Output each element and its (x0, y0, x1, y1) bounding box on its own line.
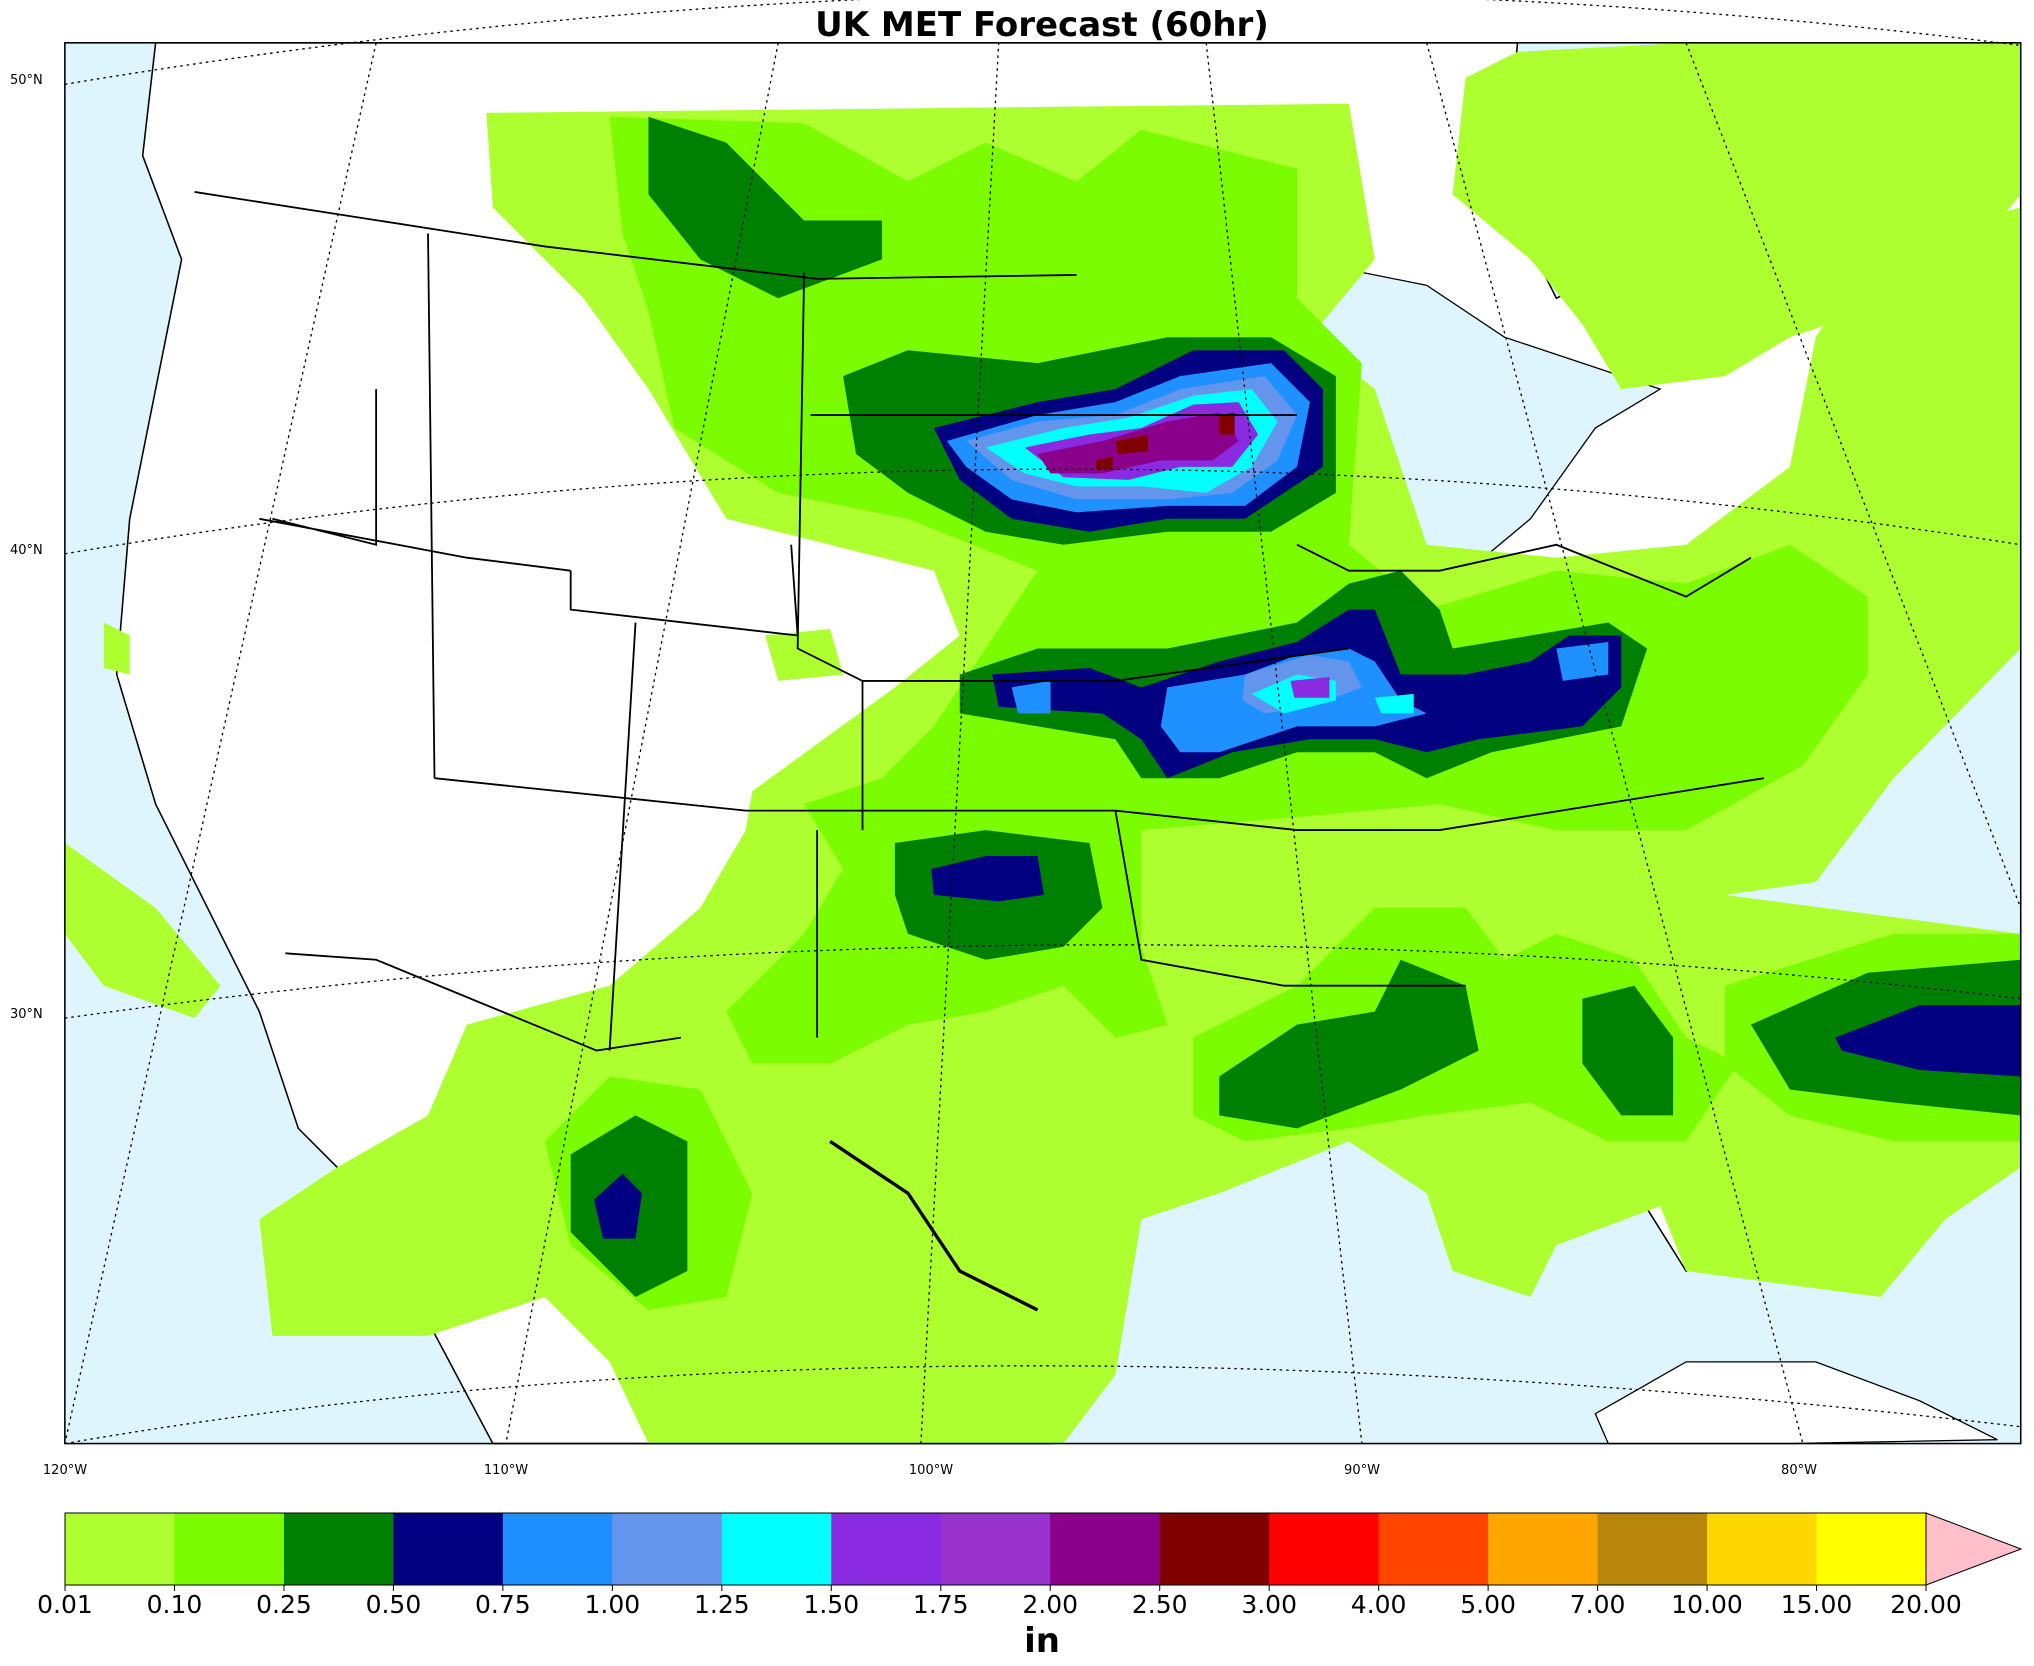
colorbar-bin (721, 1513, 832, 1585)
colorbar-bin (283, 1513, 394, 1585)
precip-area (1219, 412, 1235, 435)
axis-labels: 50°N 40°N 30°N 120°W 110°W 100°W 90°W 80°W (10, 73, 1817, 1478)
colorbar-level: 1.00 (585, 1590, 641, 1619)
title: UK MET Forecast (60hr) (815, 5, 1269, 45)
colorbar-bin (502, 1513, 613, 1585)
colorbar-extend (1925, 1512, 2023, 1586)
colorbar-bin (1269, 1513, 1380, 1585)
colorbar-level: 15.00 (1781, 1590, 1853, 1619)
colorbar-level: 10.00 (1671, 1590, 1743, 1619)
graticule (64, 0, 2022, 1445)
colorbar-bin (1597, 1513, 1708, 1585)
colorbar-level: 0.01 (37, 1590, 93, 1619)
precip-area (594, 1173, 643, 1239)
colorbar-level: 0.25 (256, 1590, 312, 1619)
precip-area (1452, 42, 2021, 390)
precipitation (64, 42, 2021, 1444)
lon-label: 80°W (1781, 1463, 1817, 1478)
precip-area (1011, 680, 1051, 714)
precip-area (1582, 985, 1674, 1116)
borders (194, 191, 1765, 1312)
colorbar-bin (65, 1513, 175, 1585)
colorbar: 0.01 0.10 0.25 0.50 0.75 1.00 1.25 1.50 1.75 2.00… (37, 1512, 2023, 1661)
colorbar-bin (1488, 1513, 1599, 1585)
lon-label: 90°W (1344, 1463, 1380, 1478)
precip-area (1095, 456, 1113, 470)
lat-label: 50°N (10, 73, 43, 88)
precip-area (648, 116, 882, 299)
precip-area (103, 622, 130, 675)
colorbar-level: 7.00 (1570, 1590, 1626, 1619)
colorbar-level: 0.50 (366, 1590, 422, 1619)
lat-label: 30°N (10, 1007, 43, 1022)
colorbar-level: 1.25 (694, 1590, 750, 1619)
lon-label: 100°W (909, 1463, 953, 1478)
precip-area (1556, 642, 1609, 681)
map-frame (64, 42, 2022, 1445)
colorbar-level: 2.50 (1132, 1590, 1188, 1619)
colorbar-bin (1707, 1513, 1818, 1585)
lat-label: 40°N (10, 543, 43, 558)
precip-area (1374, 693, 1414, 714)
precip-area (1115, 434, 1148, 454)
colorbar-bin (1050, 1513, 1161, 1585)
map (64, 0, 2022, 1445)
lon-label: 110°W (484, 1463, 528, 1478)
lon-label: 120°W (43, 1463, 87, 1478)
colorbar-bin (940, 1513, 1051, 1585)
colorbar-bin (1159, 1513, 1270, 1585)
precip-area (1219, 959, 1479, 1129)
colorbar-bin (1816, 1513, 1927, 1585)
colorbar-bin (612, 1513, 723, 1585)
colorbar-level: 1.75 (913, 1590, 969, 1619)
colorbar-level: 1.50 (803, 1590, 859, 1619)
colorbar-level: 0.75 (475, 1590, 531, 1619)
colorbar-level: 0.10 (147, 1590, 203, 1619)
colorbar-bin (174, 1513, 285, 1585)
precip-area (931, 856, 1045, 902)
precip-area (1290, 677, 1330, 698)
colorbar-frame (64, 1512, 1927, 1586)
precip-area (64, 843, 221, 1019)
colorbar-level: 4.00 (1351, 1590, 1407, 1619)
colorbar-bin (393, 1513, 504, 1585)
colorbar-level: 2.00 (1022, 1590, 1078, 1619)
colorbar-level: 5.00 (1460, 1590, 1516, 1619)
precip-area (765, 629, 844, 681)
precip-area (1835, 1005, 2021, 1077)
colorbar-unit: in (1024, 1621, 1060, 1661)
colorbar-bin (831, 1513, 942, 1585)
colorbar-bin (1378, 1513, 1489, 1585)
colorbar-level: 3.00 (1241, 1590, 1297, 1619)
colorbar-level: 20.00 (1890, 1590, 1962, 1619)
